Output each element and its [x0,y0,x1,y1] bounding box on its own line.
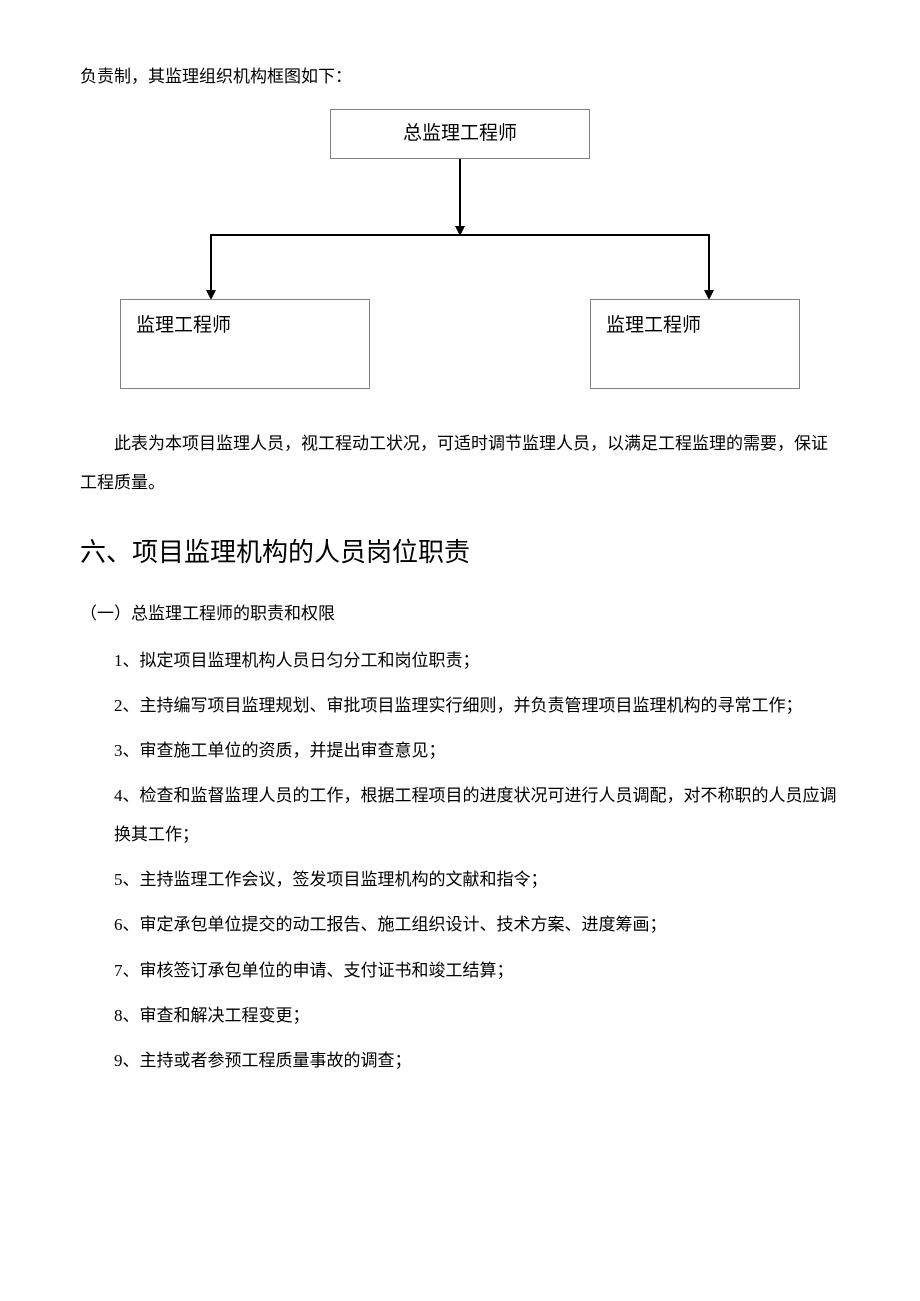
subsection-heading: （一）总监理工程师的职责和权限 [80,594,840,633]
intro-text: 负责制，其监理组织机构框图如下： [80,60,840,94]
node-chief-engineer: 总监理工程师 [330,109,590,159]
list-item: 4、检查和监督监理人员的工作，根据工程项目的进度状况可进行人员调配，对不称职的人… [80,776,840,854]
list-item-text: 4、检查和监督监理人员的工作，根据工程项目的进度状况可进行人员调配，对不称职的人… [80,776,840,854]
connector-line [708,234,710,292]
list-item-text: 2、主持编写项目监理规划、审批项目监理实行细则，并负责管理项目监理机构的寻常工作… [80,686,840,725]
list-item: 1、拟定项目监理机构人员日匀分工和岗位职责； [80,641,840,680]
node-engineer-right: 监理工程师 [590,299,800,389]
list-item: 5、主持监理工作会议，签发项目监理机构的文献和指令； [80,860,840,899]
list-item: 8、审查和解决工程变更； [80,996,840,1035]
note-paragraph: 此表为本项目监理人员，视工程动工状况，可适时调节监理人员，以满足工程监理的需要，… [80,424,840,502]
list-item: 6、审定承包单位提交的动工报告、施工组织设计、技术方案、进度筹画； [80,905,840,944]
connector-line [210,234,710,236]
list-item: 7、审核签订承包单位的申请、支付证书和竣工结算； [80,951,840,990]
list-item: 2、主持编写项目监理规划、审批项目监理实行细则，并负责管理项目监理机构的寻常工作… [80,686,840,725]
node-engineer-left: 监理工程师 [120,299,370,389]
list-item: 3、审查施工单位的资质，并提出审查意见； [80,731,840,770]
list-item: 9、主持或者参预工程质量事故的调查； [80,1041,840,1080]
connector-line [210,234,212,292]
connector-line [459,159,461,234]
org-chart-diagram: 总监理工程师 监理工程师 监理工程师 [120,109,800,399]
section-heading: 六、项目监理机构的人员岗位职责 [80,532,840,574]
